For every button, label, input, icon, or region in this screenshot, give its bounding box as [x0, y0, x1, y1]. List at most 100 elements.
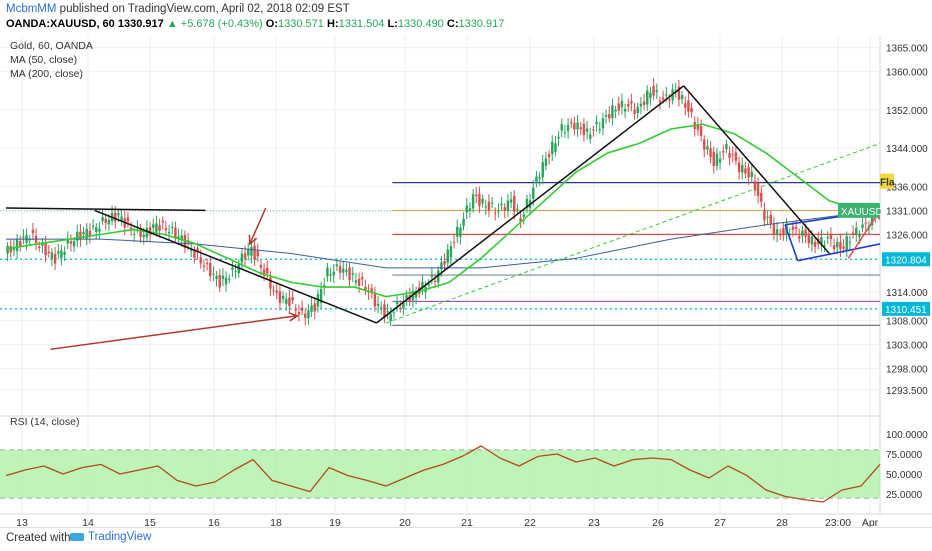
candle-body [142, 234, 145, 238]
candle-body [291, 297, 294, 301]
candle-body [221, 275, 225, 280]
candle-body [269, 277, 272, 289]
axes: 13 14 15 16 18 19 20 21 22 23 26 27 28 23:00 Apr 1365.0… [16, 44, 930, 527]
candle-body [395, 301, 399, 305]
candle-body [202, 265, 206, 267]
candle-body [329, 274, 332, 276]
author-link[interactable]: McbmMM [6, 3, 57, 15]
arrow-line-down [249, 207, 267, 245]
candle-body [661, 97, 665, 100]
legend-rsi: RSI (14, close) [10, 416, 79, 428]
candle-body [712, 152, 715, 167]
legend: Gold, 60, OANDA MA (50, close) MA (200, … [10, 40, 93, 428]
candle-body [126, 217, 130, 222]
candle-body [9, 245, 12, 253]
candle-body [760, 192, 763, 202]
close-label: C: [446, 18, 459, 30]
y-tick-label: 1344.000 [886, 144, 928, 155]
candle-body [234, 271, 237, 273]
candle-body [41, 243, 44, 246]
candle-body [655, 90, 658, 92]
candle-body [769, 214, 772, 224]
candle-body [285, 299, 288, 304]
candle-body [446, 249, 449, 263]
candle-body [433, 280, 437, 283]
y-tick-label: 1308.000 [886, 317, 928, 328]
uptrend-line [376, 85, 685, 324]
candle-body [161, 220, 164, 223]
y-tick-label: 1298.000 [886, 364, 928, 375]
candle-body [791, 226, 795, 230]
tradingview-logo[interactable]: TradingView [70, 531, 151, 543]
candle-body [801, 230, 804, 236]
candle-body [342, 268, 345, 273]
candle-body [630, 101, 633, 104]
candle-body [747, 167, 750, 178]
x-tick-label: 16 [208, 517, 220, 527]
price-highlight-tag [882, 301, 930, 316]
candle-body [674, 90, 677, 92]
candle-body [680, 95, 684, 100]
candle-body [475, 194, 478, 197]
candle-body [744, 168, 747, 174]
candle-body [506, 200, 510, 211]
candle-body [722, 151, 725, 153]
candle-body [595, 122, 598, 125]
symbol-info: OANDA:XAUUSD, 60 1330.917 ▲ +5.678 (+0.4… [6, 18, 504, 30]
candle-body [60, 250, 63, 258]
candle-body [649, 92, 652, 98]
candle-body [440, 262, 443, 270]
candle-body [538, 177, 541, 179]
candle-body [231, 267, 234, 270]
candle-body [820, 236, 823, 244]
candle-body [459, 227, 462, 237]
candle-body [611, 105, 614, 119]
open-value: 1330.571 [278, 18, 324, 30]
candle-body [307, 310, 310, 319]
candle-body [696, 124, 700, 130]
candle-body [490, 202, 494, 204]
candle-body [19, 241, 22, 247]
candle-body [224, 277, 228, 285]
candle-body [31, 229, 35, 234]
candle-body [250, 246, 253, 256]
candle-body [646, 90, 649, 105]
horizontal-levels [0, 182, 880, 326]
high-value: 1331.504 [338, 18, 385, 30]
candle-body [858, 234, 861, 238]
candle-body [608, 114, 611, 119]
tradingview-brand: TradingView [88, 531, 152, 543]
candle-body [826, 237, 829, 239]
candle-body [98, 228, 101, 232]
candle-body [212, 273, 215, 275]
candle-body [582, 123, 586, 136]
arrow-line-long [50, 315, 298, 351]
candle-body [12, 246, 16, 251]
y-tick-label: 1336.000 [886, 182, 928, 193]
candle-body [332, 271, 335, 276]
candle-body [171, 226, 174, 228]
candle-body [509, 199, 513, 203]
candle-body [570, 122, 573, 124]
candle-body [76, 231, 79, 241]
low-label: L: [387, 18, 398, 30]
candle-body [687, 100, 690, 112]
candle-body [63, 252, 66, 255]
candle-body [779, 233, 782, 236]
footer: Created with TradingView [0, 527, 932, 551]
candle-body [120, 216, 123, 221]
candle-body [554, 143, 557, 152]
open-label: O: [265, 18, 279, 30]
x-tick-label: Apr [862, 517, 879, 527]
candle-body [829, 234, 833, 240]
candle-body [592, 129, 595, 131]
created-with-text: Created with [6, 532, 71, 544]
candle-body [468, 208, 472, 211]
candle-body [788, 234, 791, 236]
candle-body [775, 229, 779, 235]
candle-body [551, 141, 554, 155]
chart-canvas[interactable]: 13 14 15 16 18 19 20 21 22 23 26 27 28 23:00 Apr 1365.0… [0, 36, 932, 527]
symbol-name: OANDA:XAUUSD, 60 [6, 18, 115, 30]
candle-body [430, 274, 434, 277]
candle-body [804, 229, 807, 237]
